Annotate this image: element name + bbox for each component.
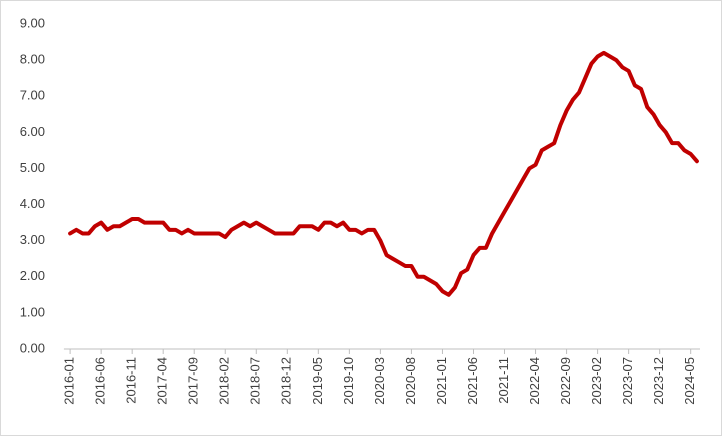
x-tick-label: 2017-09 — [186, 357, 201, 405]
x-tick-label: 2018-07 — [248, 357, 263, 405]
x-tick-label: 2019-05 — [310, 357, 325, 405]
y-tick-label: 9.00 — [20, 15, 45, 30]
line — [68, 50, 699, 297]
x-tick-label: 2020-03 — [372, 357, 387, 405]
y-tick-label: 0.00 — [20, 340, 45, 355]
y-tick-label: 1.00 — [20, 304, 45, 319]
x-tick-label: 2023-12 — [651, 357, 666, 405]
y-tick-label: 6.00 — [20, 124, 45, 139]
x-tick-label: 2022-04 — [527, 357, 542, 405]
x-tick-label: 2016-11 — [124, 357, 139, 404]
x-tick-label: 2024-05 — [682, 357, 697, 405]
y-tick-label: 7.00 — [20, 88, 45, 103]
x-tick-label: 2018-12 — [279, 357, 294, 405]
x-tick-label: 2016-06 — [93, 357, 108, 405]
x-tick-label: 2021-11 — [496, 357, 511, 404]
y-tick-label: 5.00 — [20, 160, 45, 175]
x-tick-label: 2019-10 — [341, 357, 356, 405]
y-tick-label: 2.00 — [20, 268, 45, 283]
y-tick-label: 3.00 — [20, 232, 45, 247]
x-tick-label: 2023-07 — [620, 357, 635, 405]
y-tick-label: 8.00 — [20, 52, 45, 67]
x-tick-label: 2022-09 — [558, 357, 573, 405]
x-tick-label: 2016-01 — [62, 357, 77, 405]
x-tick-label: 2018-02 — [217, 357, 232, 405]
x-tick-label: 2023-02 — [589, 357, 604, 405]
x-tick-label: 2021-01 — [434, 357, 449, 405]
x-tick-label: 2017-04 — [155, 357, 170, 405]
x-tick-label: 2020-08 — [403, 357, 418, 405]
y-tick-label: 4.00 — [20, 196, 45, 211]
x-tick-label: 2021-06 — [465, 357, 480, 405]
